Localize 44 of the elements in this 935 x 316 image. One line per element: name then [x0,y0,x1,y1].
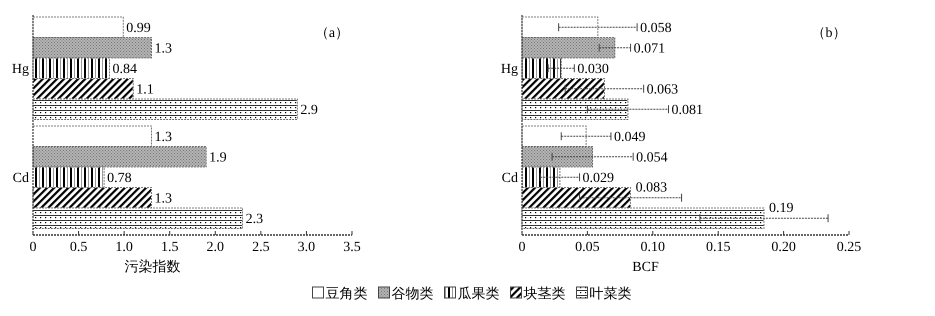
x-tick-label: 0.10 [640,240,666,255]
x-tick-label: 0.25 [836,240,862,255]
x-tick-label: 2.0 [206,240,224,255]
x-tick-label: 1.0 [115,240,133,255]
data-label: 0.058 [640,21,672,36]
data-label: 0.19 [768,200,794,216]
x-axis-title: 污染指数 [124,259,180,275]
data-label: 0.029 [582,171,614,186]
y-tick-label: Hg [500,62,518,78]
data-label: 1.3 [154,130,172,146]
x-tick-label: 3.5 [343,240,361,255]
data-label: 0.071 [634,42,666,57]
x-tick-label: 0.15 [706,240,730,255]
data-label: 0.083 [636,180,668,196]
data-label: 0.049 [614,130,646,146]
x-tick-label: 0 [30,240,36,255]
x-tick-label: 0 [518,240,526,255]
x-tick-label: 0.05 [575,240,600,255]
x-axis-title: BCF [632,260,659,275]
data-label: 2.9 [300,103,318,118]
text: （a） [314,26,350,41]
data-label: 0.054 [636,150,668,166]
data-label: 0.99 [126,21,151,36]
x-tick-label: 2.5 [252,240,270,255]
text: （b） [812,26,846,41]
x-tick-label: 3.0 [298,240,316,255]
x-tick-label: 1.5 [160,240,178,255]
x-tick-label: 0.20 [771,240,796,255]
y-tick-label: Cd [502,171,518,186]
data-label: 1.9 [209,150,227,166]
x-tick-label: 0.5 [70,240,88,255]
data-label: 1.3 [154,192,172,207]
data-label: 0.030 [577,62,609,78]
data-label: 0.78 [107,171,132,186]
data-label: 0.063 [646,82,678,98]
data-label: 2.3 [246,212,264,228]
data-label: 0.081 [671,103,703,118]
data-label: 1.3 [154,42,172,57]
legend-label: 谷物类 [392,286,434,302]
data-label: 1.1 [136,82,154,98]
y-tick-label: Hg [12,62,29,78]
legend: 豆角类 谷物类 瓜果类 块茎类 叶菜类 [312,286,632,302]
y-tick-label: Cd [12,171,29,186]
data-label: 0.84 [112,62,138,78]
